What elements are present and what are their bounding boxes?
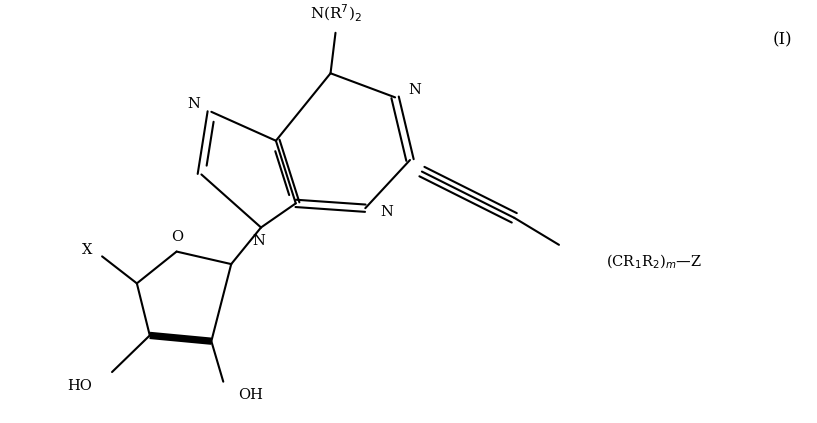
Text: (CR$_1$R$_2$)$_m$—Z: (CR$_1$R$_2$)$_m$—Z <box>605 253 701 272</box>
Text: N: N <box>408 82 422 97</box>
Text: N(R$^7$)$_2$: N(R$^7$)$_2$ <box>310 3 361 24</box>
Text: O: O <box>172 230 184 244</box>
Text: X: X <box>82 243 92 257</box>
Text: N: N <box>381 205 394 219</box>
Text: OH: OH <box>239 388 263 402</box>
Text: HO: HO <box>67 379 92 393</box>
Text: (I): (I) <box>773 31 792 48</box>
Text: N: N <box>187 97 200 111</box>
Text: N: N <box>252 234 266 248</box>
